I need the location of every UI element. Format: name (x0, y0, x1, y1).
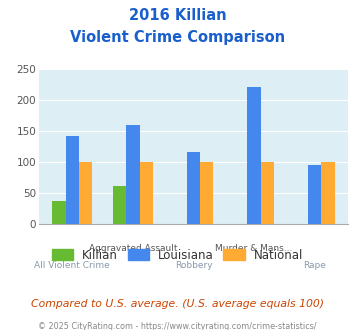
Text: Violent Crime Comparison: Violent Crime Comparison (70, 30, 285, 45)
Bar (308, 165, 321, 224)
Bar (53, 201, 66, 224)
Text: © 2025 CityRating.com - https://www.cityrating.com/crime-statistics/: © 2025 CityRating.com - https://www.city… (38, 322, 317, 330)
Bar (140, 162, 153, 224)
Text: Rape: Rape (303, 260, 326, 270)
Text: All Violent Crime: All Violent Crime (34, 260, 110, 270)
Text: Compared to U.S. average. (U.S. average equals 100): Compared to U.S. average. (U.S. average … (31, 299, 324, 309)
Bar (200, 162, 213, 224)
Bar (261, 162, 274, 224)
Bar (187, 152, 200, 224)
Text: Aggravated Assault: Aggravated Assault (89, 244, 177, 253)
Bar (113, 186, 126, 224)
Bar (126, 124, 140, 224)
Bar (321, 162, 334, 224)
Text: 2016 Killian: 2016 Killian (129, 8, 226, 23)
Bar (66, 136, 79, 224)
Bar (79, 162, 92, 224)
Text: Robbery: Robbery (175, 260, 212, 270)
Legend: Killian, Louisiana, National: Killian, Louisiana, National (47, 244, 308, 266)
Text: Murder & Mans...: Murder & Mans... (215, 244, 293, 253)
Bar (247, 87, 261, 224)
